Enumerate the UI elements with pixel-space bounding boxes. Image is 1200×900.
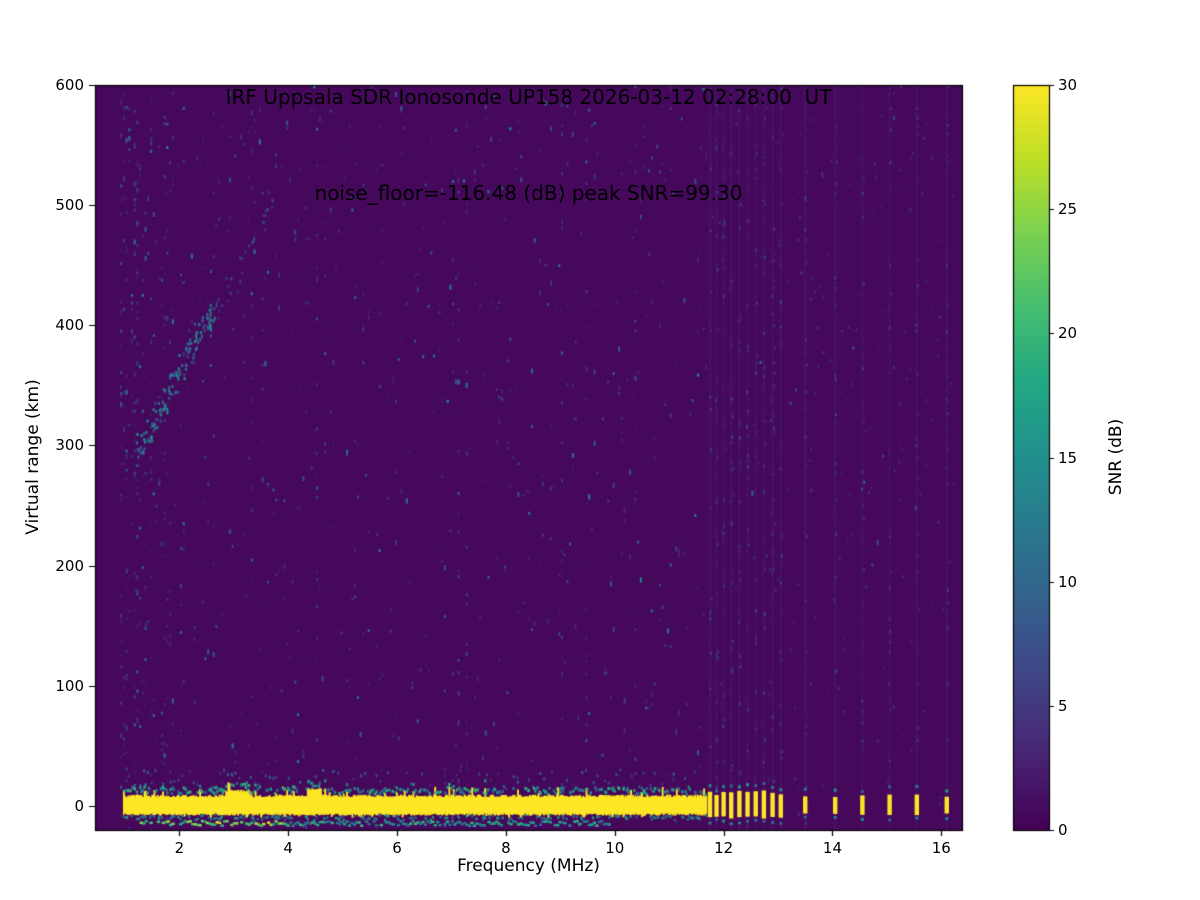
x-tick-label: 14 — [822, 839, 842, 857]
chart-subtitle: noise_floor=-116.48 (dB) peak SNR=99.30 — [314, 181, 743, 205]
y-tick-label: 600 — [55, 76, 84, 94]
x-tick-label: 6 — [392, 839, 402, 857]
y-tick-label: 400 — [55, 316, 84, 335]
y-tick-label: 200 — [55, 556, 84, 575]
y-tick-label: 500 — [55, 196, 84, 215]
x-axis-label: Frequency (MHz) — [457, 856, 600, 876]
y-axis-label: Virtual range (km) — [23, 379, 43, 535]
x-tick-label: 10 — [605, 839, 625, 857]
y-tick-label: 100 — [55, 676, 84, 695]
x-tick-label: 16 — [931, 839, 951, 857]
x-tick-label: 12 — [714, 839, 734, 857]
y-tick-label: 0 — [74, 796, 84, 815]
colorbar-tick-label: 15 — [1058, 448, 1078, 467]
chart-title-block: IRF Uppsala SDR Ionosonde UP158 2026-03-… — [95, 17, 962, 273]
colorbar-label: SNR (dB) — [1106, 418, 1126, 496]
colorbar-tick-label: 0 — [1058, 821, 1068, 839]
colorbar-tick-label: 10 — [1058, 572, 1078, 591]
x-tick-label: 2 — [174, 839, 185, 857]
colorbar-tick-label: 30 — [1058, 76, 1078, 94]
colorbar-tick-label: 5 — [1058, 696, 1068, 715]
x-tick-label: 8 — [501, 839, 511, 857]
x-tick-label: 4 — [283, 839, 293, 857]
y-tick-label: 300 — [55, 436, 84, 455]
chart-title: IRF Uppsala SDR Ionosonde UP158 2026-03-… — [225, 85, 832, 109]
colorbar-tick-label: 25 — [1058, 200, 1078, 219]
colorbar-tick-label: 20 — [1058, 324, 1078, 343]
